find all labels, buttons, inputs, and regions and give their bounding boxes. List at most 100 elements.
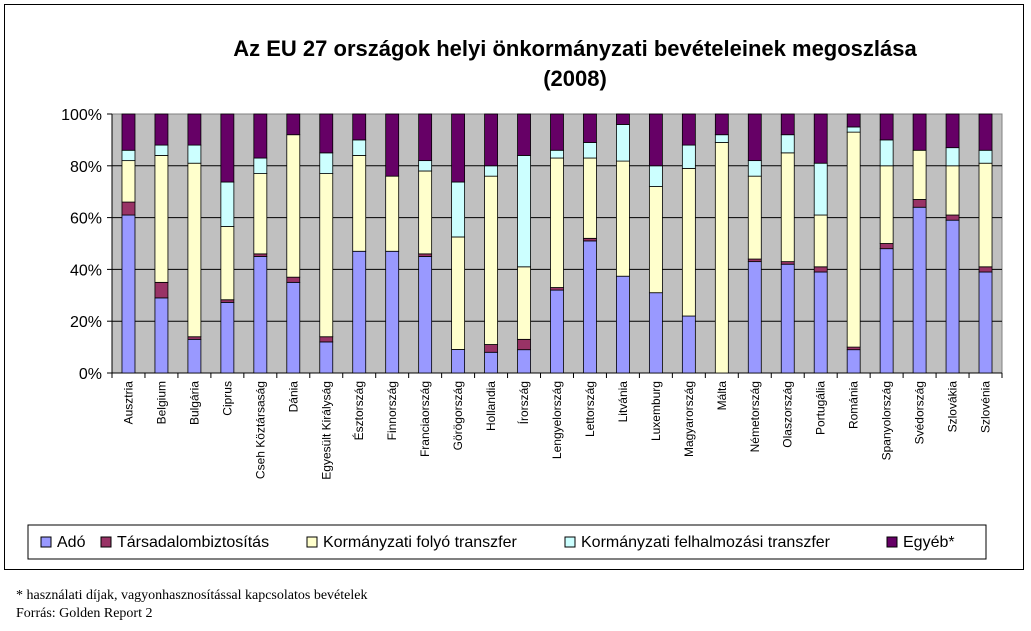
bar-egyeb-portugalia xyxy=(813,113,828,164)
footnote: * használati díjak, vagyonhasznosítással… xyxy=(16,587,367,623)
bar-kormanyzati-folyo-transzfer-svedorszag xyxy=(912,149,927,200)
bar-tarsadalombiztositas-portugalia xyxy=(813,266,828,273)
bar-ado-romania xyxy=(846,349,861,374)
x-tick-label-portugalia: Portugália xyxy=(814,381,828,435)
bar-kormanyzati-felhalmozasi-transzfer-franciaorszag xyxy=(418,160,433,172)
bar-egyeb-magyarorszag xyxy=(681,113,696,146)
legend-swatch-egyeb xyxy=(886,536,898,548)
bar-egyeb-irorszag xyxy=(517,113,531,156)
bar-kormanyzati-felhalmozasi-transzfer-irorszag xyxy=(517,155,531,268)
bar-kormanyzati-felhalmozasi-transzfer-bulgaria xyxy=(187,144,202,164)
bar-kormanyzati-felhalmozasi-transzfer-olaszorszag xyxy=(780,134,795,154)
bar-kormanyzati-folyo-transzfer-nemetorszag xyxy=(747,175,762,260)
bar-tarsadalombiztositas-belgium xyxy=(154,281,169,299)
bar-egyeb-lettorszag xyxy=(583,113,597,143)
bar-kormanyzati-folyo-transzfer-lettorszag xyxy=(583,157,597,239)
bar-kormanyzati-folyo-transzfer-finnorszag xyxy=(385,175,400,252)
x-tick-label-litvania: Litvánia xyxy=(616,381,630,423)
legend-label-kormanyzati-folyo-transzfer: Kormányzati folyó transzfer xyxy=(323,534,518,551)
x-tick-label-lettorszag: Lettország xyxy=(583,381,597,437)
y-tick-label: 40% xyxy=(70,262,102,279)
x-tick-label-szlovenia: Szlovénia xyxy=(979,381,993,433)
chart-title-line-2: (2008) xyxy=(543,66,607,91)
bar-egyeb-luxemburg xyxy=(648,113,663,167)
bar-egyeb-lengyelorszag xyxy=(550,113,564,151)
bar-kormanyzati-folyo-transzfer-hollandia xyxy=(484,175,498,345)
y-tick-label: 20% xyxy=(70,314,102,331)
bar-kormanyzati-felhalmozasi-transzfer-belgium xyxy=(154,144,169,156)
bar-ado-spanyolorszag xyxy=(879,248,894,374)
x-tick-label-bulgaria: Bulgária xyxy=(187,381,201,425)
bar-egyeb-belgium xyxy=(154,113,169,146)
bar-egyeb-bulgaria xyxy=(187,113,202,146)
x-tick-label-nemetorszag: Németország xyxy=(748,381,762,452)
bar-kormanyzati-felhalmozasi-transzfer-szlovenia xyxy=(978,149,993,164)
bar-ado-belgium xyxy=(154,297,169,374)
bar-egyeb-litvania xyxy=(616,113,630,125)
bar-kormanyzati-felhalmozasi-transzfer-lettorszag xyxy=(583,142,597,159)
footnote-source: Forrás: Golden Report 2 xyxy=(16,606,153,621)
x-tick-label-magyarorszag: Magyarország xyxy=(682,381,696,457)
bar-kormanyzati-folyo-transzfer-cseh-koztarsasag xyxy=(253,173,268,255)
x-tick-label-spanyolorszag: Spanyolország xyxy=(880,381,894,460)
bar-egyeb-gorogorszag xyxy=(451,113,466,183)
x-tick-label-olaszorszag: Olaszország xyxy=(781,381,795,448)
x-tick-label-szlovakia: Szlovákia xyxy=(946,381,960,433)
bar-kormanyzati-folyo-transzfer-belgium xyxy=(154,155,169,283)
bar-ado-lengyelorszag xyxy=(550,289,564,374)
x-tick-label-luxemburg: Luxemburg xyxy=(649,381,663,441)
bar-kormanyzati-folyo-transzfer-litvania xyxy=(616,160,630,277)
bar-ado-finnorszag xyxy=(385,250,400,374)
bar-ado-irorszag xyxy=(517,349,531,374)
chart-title-line-1: Az EU 27 országok helyi önkormányzati be… xyxy=(233,36,917,61)
bar-ado-esztorszag xyxy=(352,250,367,374)
bar-ado-szlovakia xyxy=(945,219,960,374)
bar-kormanyzati-folyo-transzfer-magyarorszag xyxy=(681,167,696,317)
bar-tarsadalombiztositas-ausztria xyxy=(121,201,136,216)
bar-kormanyzati-felhalmozasi-transzfer-litvania xyxy=(616,124,630,162)
legend-label-ado: Adó xyxy=(57,534,86,551)
bar-egyeb-szlovakia xyxy=(945,113,960,149)
bar-egyeb-dania xyxy=(286,113,301,136)
bar-egyeb-olaszorszag xyxy=(780,113,795,136)
x-tick-label-esztorszag: Észtország xyxy=(351,381,366,440)
bar-kormanyzati-felhalmozasi-transzfer-portugalia xyxy=(813,162,828,216)
bar-egyeb-ciprus xyxy=(220,113,235,183)
bar-egyeb-szlovenia xyxy=(978,113,993,151)
bar-kormanyzati-felhalmozasi-transzfer-malta xyxy=(714,134,729,143)
x-tick-label-belgium: Belgium xyxy=(154,381,168,424)
bar-tarsadalombiztositas-szlovenia xyxy=(978,266,993,273)
bar-kormanyzati-folyo-transzfer-malta xyxy=(714,142,729,374)
y-tick-label: 60% xyxy=(70,211,102,228)
bar-kormanyzati-folyo-transzfer-szlovakia xyxy=(945,165,960,216)
bar-kormanyzati-folyo-transzfer-egyesult-kiralysag xyxy=(319,173,334,338)
bar-kormanyzati-folyo-transzfer-szlovenia xyxy=(978,162,993,268)
x-tick-label-ciprus: Ciprus xyxy=(220,381,234,416)
bar-ado-ausztria xyxy=(121,214,136,374)
bar-ado-bulgaria xyxy=(187,338,202,374)
bar-kormanyzati-felhalmozasi-transzfer-luxemburg xyxy=(648,165,663,187)
x-tick-label-lengyelorszag: Lengyelország xyxy=(550,381,564,459)
bar-kormanyzati-felhalmozasi-transzfer-gorogorszag xyxy=(451,181,466,238)
bar-ado-szlovenia xyxy=(978,271,993,374)
bar-egyeb-cseh-koztarsasag xyxy=(253,113,268,159)
bar-kormanyzati-folyo-transzfer-olaszorszag xyxy=(780,152,795,263)
bar-egyeb-spanyolorszag xyxy=(879,113,894,141)
bar-kormanyzati-folyo-transzfer-gorogorszag xyxy=(451,236,466,350)
bar-ado-franciaorszag xyxy=(418,256,433,374)
bar-egyeb-egyesult-kiralysag xyxy=(319,113,334,154)
bar-kormanyzati-felhalmozasi-transzfer-spanyolorszag xyxy=(879,139,894,167)
bar-kormanyzati-folyo-transzfer-franciaorszag xyxy=(418,170,433,255)
bar-egyeb-ausztria xyxy=(121,113,136,151)
bar-ado-ciprus xyxy=(220,301,235,374)
y-tick-label: 100% xyxy=(61,107,102,124)
bar-egyeb-nemetorszag xyxy=(747,113,762,162)
bar-kormanyzati-folyo-transzfer-luxemburg xyxy=(648,186,663,294)
bar-kormanyzati-felhalmozasi-transzfer-nemetorszag xyxy=(747,160,762,177)
bar-kormanyzati-folyo-transzfer-irorszag xyxy=(517,266,531,340)
bar-kormanyzati-felhalmozasi-transzfer-lengyelorszag xyxy=(550,149,564,159)
bar-ado-nemetorszag xyxy=(747,261,762,374)
bar-egyeb-franciaorszag xyxy=(418,113,433,162)
bar-kormanyzati-felhalmozasi-transzfer-hollandia xyxy=(484,165,498,177)
bar-kormanyzati-felhalmozasi-transzfer-ausztria xyxy=(121,149,136,162)
